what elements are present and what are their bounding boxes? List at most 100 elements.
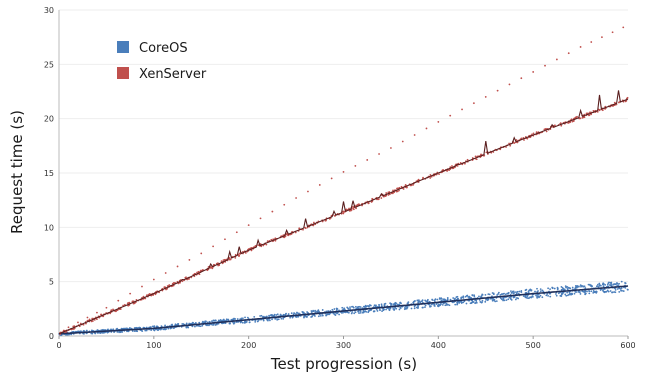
data-point bbox=[259, 315, 261, 317]
data-point bbox=[622, 290, 625, 292]
data-point bbox=[597, 285, 600, 288]
data-point bbox=[165, 288, 167, 291]
data-point bbox=[214, 324, 217, 326]
data-point bbox=[293, 312, 295, 315]
data-point bbox=[590, 285, 593, 287]
data-point bbox=[542, 290, 545, 293]
data-point bbox=[553, 287, 556, 290]
data-point bbox=[348, 209, 351, 212]
data-point bbox=[208, 324, 210, 327]
data-point bbox=[475, 301, 478, 304]
data-point bbox=[568, 287, 571, 289]
data-point bbox=[412, 300, 415, 303]
data-point bbox=[349, 306, 351, 308]
outlier-point bbox=[449, 114, 452, 117]
data-point bbox=[234, 253, 237, 256]
data-point bbox=[287, 313, 290, 315]
data-point bbox=[343, 307, 346, 310]
data-point bbox=[564, 293, 567, 296]
data-point bbox=[514, 298, 517, 301]
data-point bbox=[512, 290, 515, 293]
data-point bbox=[159, 328, 162, 331]
data-point bbox=[200, 269, 202, 272]
data-point bbox=[328, 217, 331, 220]
data-point bbox=[311, 310, 313, 313]
outlier-point bbox=[461, 108, 463, 111]
data-point bbox=[489, 297, 492, 300]
outlier-point bbox=[235, 231, 238, 234]
data-point bbox=[312, 309, 315, 312]
data-point bbox=[210, 323, 213, 326]
data-point bbox=[584, 292, 587, 295]
data-point bbox=[328, 312, 331, 315]
data-point bbox=[609, 290, 612, 292]
data-point bbox=[535, 294, 537, 297]
legend-swatch-xenserver bbox=[117, 67, 129, 79]
data-point bbox=[410, 307, 413, 310]
data-point bbox=[564, 285, 567, 288]
data-point bbox=[185, 322, 188, 325]
data-point bbox=[199, 325, 202, 328]
outlier-point bbox=[567, 52, 570, 55]
data-point bbox=[212, 263, 215, 266]
data-point bbox=[592, 292, 595, 294]
data-point bbox=[351, 311, 354, 313]
data-point bbox=[405, 306, 408, 308]
data-point bbox=[354, 311, 357, 314]
data-point bbox=[272, 314, 275, 317]
data-point bbox=[417, 300, 420, 303]
outlier-point bbox=[484, 96, 487, 98]
data-point bbox=[572, 120, 575, 123]
data-point bbox=[354, 305, 357, 308]
data-point bbox=[280, 317, 283, 320]
data-point bbox=[327, 310, 329, 312]
data-point bbox=[429, 305, 432, 308]
outlier-point bbox=[520, 77, 523, 80]
data-point bbox=[346, 306, 349, 309]
y-tick-label: 30 bbox=[44, 6, 54, 15]
data-point bbox=[539, 294, 542, 297]
data-point bbox=[624, 282, 626, 284]
data-point bbox=[576, 115, 578, 118]
data-point bbox=[194, 325, 196, 328]
data-point bbox=[417, 305, 419, 307]
data-point bbox=[580, 285, 582, 288]
data-point bbox=[534, 290, 536, 293]
data-point bbox=[333, 313, 336, 316]
data-point bbox=[301, 311, 304, 313]
outlier-point bbox=[425, 127, 428, 130]
data-point bbox=[505, 296, 507, 299]
outlier-point bbox=[378, 153, 380, 155]
data-point bbox=[398, 308, 401, 311]
outlier-point bbox=[295, 197, 297, 199]
data-point bbox=[602, 282, 605, 285]
data-point bbox=[232, 321, 234, 324]
x-tick-label: 100 bbox=[146, 341, 161, 350]
data-point bbox=[567, 122, 570, 124]
data-point bbox=[588, 290, 591, 293]
outlier-point bbox=[318, 184, 321, 186]
data-point bbox=[536, 287, 538, 290]
data-point bbox=[528, 297, 530, 300]
y-tick-label: 25 bbox=[44, 60, 54, 69]
data-point bbox=[500, 293, 503, 296]
data-point bbox=[133, 327, 136, 329]
data-point bbox=[480, 153, 482, 156]
data-point bbox=[313, 221, 315, 224]
data-point bbox=[254, 320, 257, 323]
data-point bbox=[611, 291, 614, 294]
data-point bbox=[604, 283, 607, 286]
data-point bbox=[594, 290, 597, 293]
data-point bbox=[587, 114, 590, 117]
data-point bbox=[270, 313, 273, 316]
x-tick-label: 300 bbox=[336, 341, 351, 350]
data-point bbox=[566, 287, 569, 290]
x-tick-label: 200 bbox=[241, 341, 256, 350]
data-point bbox=[439, 304, 442, 306]
data-point bbox=[456, 295, 459, 298]
data-point bbox=[115, 310, 117, 313]
data-point bbox=[403, 308, 406, 311]
legend-item-coreos: CoreOS bbox=[117, 41, 188, 56]
data-point bbox=[196, 271, 198, 274]
data-point bbox=[367, 202, 370, 205]
